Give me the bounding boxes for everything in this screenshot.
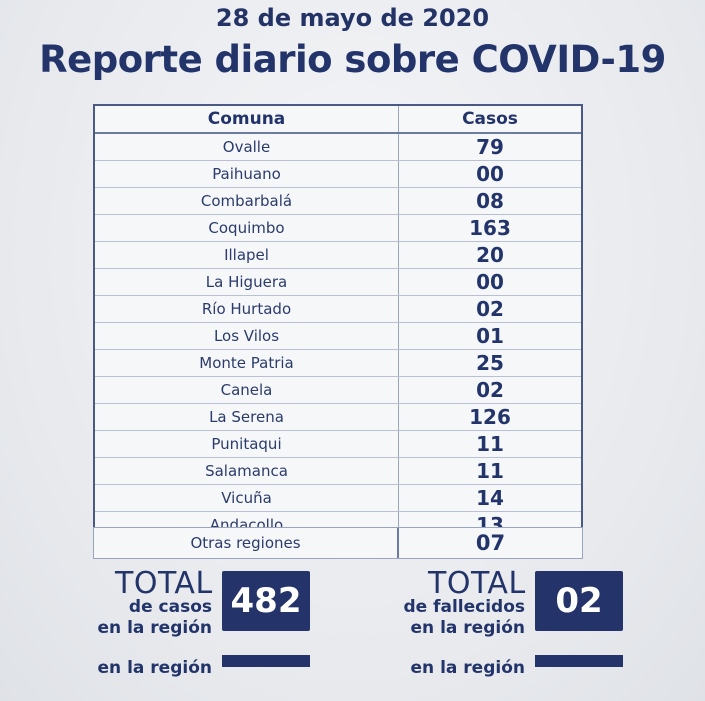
- table-row: Coquimbo 163: [95, 215, 581, 242]
- total-deaths-label: TOTAL: [428, 566, 526, 601]
- comuna-cell: Coquimbo: [95, 215, 399, 241]
- total-cases-label: TOTAL: [115, 566, 213, 601]
- casos-cell: 07: [475, 531, 506, 555]
- comuna-cell: Combarbalá: [95, 188, 399, 214]
- cases-table: Comuna Casos Ovalle 79 Paihuano 00 Combarbal…: [93, 104, 583, 540]
- ghost-right-subtitle: en la región: [410, 658, 525, 678]
- table-row: Punitaqui 11: [95, 431, 581, 458]
- total-cases-subtitle: de casos en la región: [60, 597, 212, 639]
- comuna-cell: Punitaqui: [95, 431, 399, 457]
- casos-cell: 20: [476, 243, 504, 267]
- casos-cell: 126: [469, 405, 511, 429]
- comuna-cell: La Higuera: [95, 269, 399, 295]
- comuna-cell: Los Vilos: [95, 323, 399, 349]
- ghost-left-box: [222, 655, 310, 667]
- table-row: Vicuña 14: [95, 485, 581, 512]
- table-row: La Higuera 00: [95, 269, 581, 296]
- total-deaths-value: 02: [535, 571, 623, 631]
- casos-cell: 00: [476, 270, 504, 294]
- casos-cell: 163: [469, 216, 511, 240]
- total-deaths-subtitle: de fallecidos en la región: [370, 597, 525, 639]
- table-row: La Serena 126: [95, 404, 581, 431]
- comuna-cell: Paihuano: [95, 161, 399, 187]
- comuna-cell: Otras regiones: [94, 528, 399, 558]
- casos-cell: 08: [476, 189, 504, 213]
- comuna-cell: Canela: [95, 377, 399, 403]
- table-row: Monte Patria 25: [95, 350, 581, 377]
- comuna-cell: Salamanca: [95, 458, 399, 484]
- ghost-left-subtitle: en la región: [97, 658, 212, 678]
- comuna-cell: Illapel: [95, 242, 399, 268]
- table-row: Salamanca 11: [95, 458, 581, 485]
- table-row: Illapel 20: [95, 242, 581, 269]
- casos-cell: 25: [476, 351, 504, 375]
- casos-cell: 01: [476, 324, 504, 348]
- comuna-cell: Río Hurtado: [95, 296, 399, 322]
- table-row: Canela 02: [95, 377, 581, 404]
- table-row: Río Hurtado 02: [95, 296, 581, 323]
- comuna-cell: Vicuña: [95, 485, 399, 511]
- column-header-comuna: Comuna: [95, 106, 399, 132]
- table-row: Los Vilos 01: [95, 323, 581, 350]
- casos-cell: 00: [476, 162, 504, 186]
- column-header-casos: Casos: [462, 109, 518, 129]
- table-row: Ovalle 79: [95, 134, 581, 161]
- report-title: Reporte diario sobre COVID-19: [39, 38, 666, 81]
- report-date: 28 de mayo de 2020: [215, 4, 490, 32]
- total-deaths-line2: en la región: [410, 618, 525, 638]
- comuna-cell: La Serena: [95, 404, 399, 430]
- casos-cell: 02: [476, 378, 504, 402]
- comuna-cell: Ovalle: [95, 134, 399, 160]
- table-row: Combarbalá 08: [95, 188, 581, 215]
- table-header: Comuna Casos: [95, 106, 581, 134]
- casos-cell: 02: [476, 297, 504, 321]
- total-deaths-line1: de fallecidos: [403, 597, 525, 617]
- total-cases-line2: en la región: [97, 618, 212, 638]
- comuna-cell: Monte Patria: [95, 350, 399, 376]
- table-row: Paihuano 00: [95, 161, 581, 188]
- total-cases-line1: de casos: [128, 597, 212, 617]
- total-cases-value: 482: [222, 571, 310, 631]
- table-row-otras-regiones: Otras regiones 07: [93, 527, 583, 559]
- casos-cell: 14: [476, 486, 504, 510]
- casos-cell: 79: [476, 135, 504, 159]
- casos-cell: 11: [476, 459, 504, 483]
- casos-cell: 11: [476, 432, 504, 456]
- ghost-right-box: [535, 655, 623, 667]
